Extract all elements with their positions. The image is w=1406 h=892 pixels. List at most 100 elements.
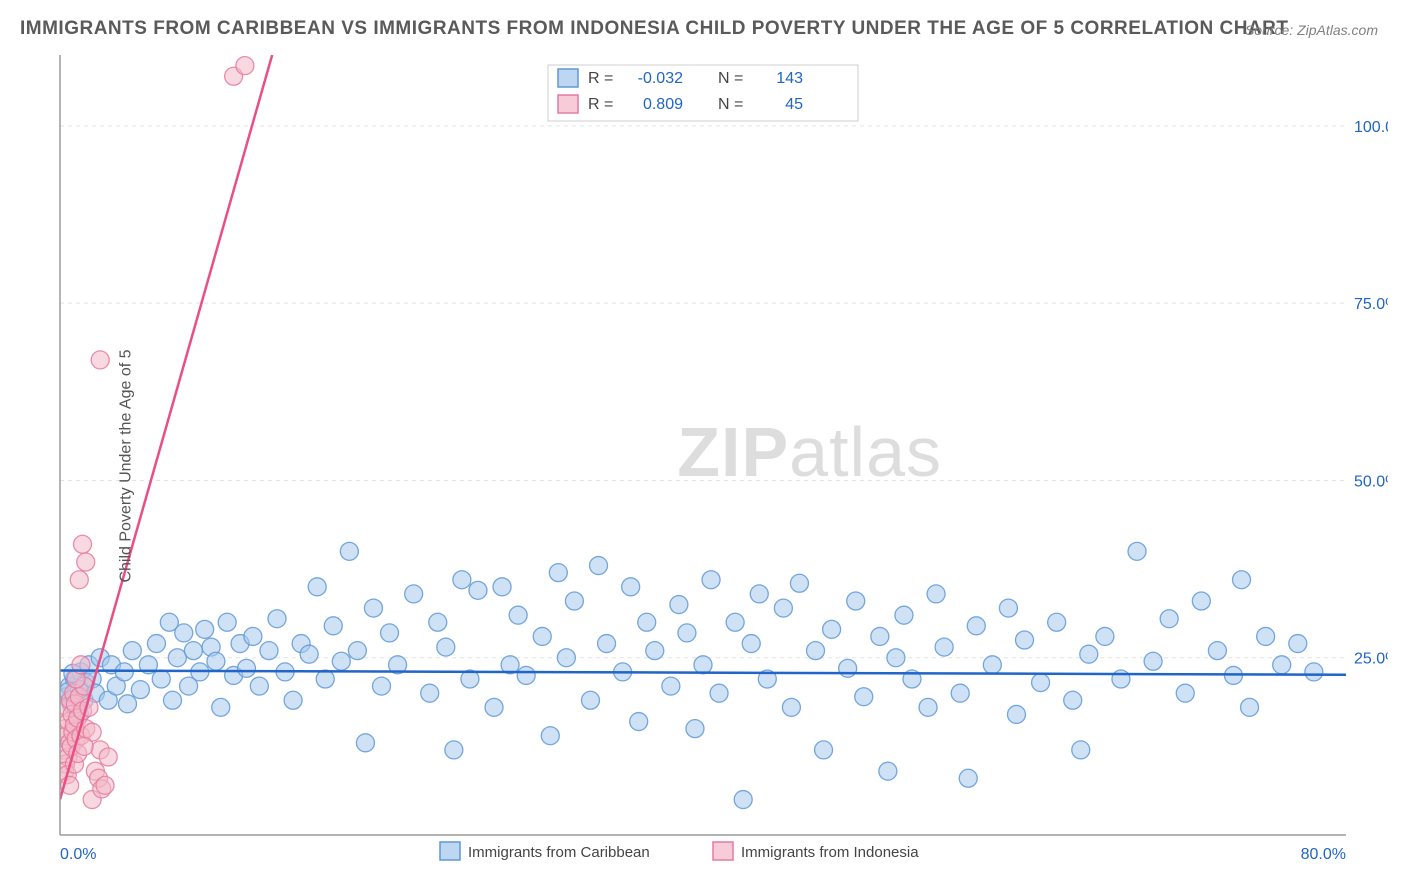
data-point-caribbean [598, 635, 616, 653]
data-point-caribbean [1160, 610, 1178, 628]
data-point-caribbean [184, 642, 202, 660]
data-point-caribbean [364, 599, 382, 617]
source-attribution: Source: ZipAtlas.com [1245, 22, 1378, 38]
data-point-caribbean [152, 670, 170, 688]
data-point-indonesia [74, 535, 92, 553]
data-point-caribbean [782, 698, 800, 716]
data-point-caribbean [348, 642, 366, 660]
data-point-caribbean [445, 741, 463, 759]
data-point-caribbean [549, 564, 567, 582]
data-point-indonesia [236, 57, 254, 75]
data-point-caribbean [581, 691, 599, 709]
data-point-indonesia [91, 351, 109, 369]
data-point-caribbean [622, 578, 640, 596]
data-point-caribbean [517, 666, 535, 684]
data-point-caribbean [207, 652, 225, 670]
data-point-caribbean [237, 659, 255, 677]
chart-container: Child Poverty Under the Age of 5 ZIPatla… [18, 55, 1388, 877]
data-point-caribbean [485, 698, 503, 716]
data-point-caribbean [212, 698, 230, 716]
data-point-caribbean [1305, 663, 1323, 681]
data-point-caribbean [935, 638, 953, 656]
data-point-caribbean [742, 635, 760, 653]
data-point-caribbean [879, 762, 897, 780]
data-point-caribbean [839, 659, 857, 677]
data-point-caribbean [790, 574, 808, 592]
data-point-caribbean [119, 695, 137, 713]
data-point-caribbean [356, 734, 374, 752]
data-point-caribbean [630, 713, 648, 731]
data-point-caribbean [437, 638, 455, 656]
data-point-caribbean [1233, 571, 1251, 589]
data-point-caribbean [308, 578, 326, 596]
data-point-caribbean [168, 649, 186, 667]
stats-r-value-indonesia: 0.809 [643, 96, 683, 113]
data-point-caribbean [1241, 698, 1259, 716]
data-point-caribbean [710, 684, 728, 702]
trendline-indonesia [60, 55, 272, 800]
source-label: Source: [1245, 22, 1293, 38]
data-point-caribbean [557, 649, 575, 667]
data-point-caribbean [268, 610, 286, 628]
data-point-caribbean [250, 677, 268, 695]
data-point-caribbean [678, 624, 696, 642]
data-point-caribbean [340, 542, 358, 560]
data-point-caribbean [1176, 684, 1194, 702]
data-point-caribbean [1289, 635, 1307, 653]
data-point-caribbean [196, 620, 214, 638]
data-point-caribbean [1072, 741, 1090, 759]
scatter-chart: ZIPatlas25.0%50.0%75.0%100.0%0.0%80.0%R … [18, 55, 1388, 877]
data-point-caribbean [927, 585, 945, 603]
data-point-caribbean [1048, 613, 1066, 631]
data-point-caribbean [919, 698, 937, 716]
data-point-caribbean [983, 656, 1001, 674]
data-point-caribbean [493, 578, 511, 596]
data-point-caribbean [1032, 674, 1050, 692]
data-point-caribbean [284, 691, 302, 709]
data-point-caribbean [887, 649, 905, 667]
data-point-indonesia [96, 776, 114, 794]
data-point-caribbean [1016, 631, 1034, 649]
stats-r-label: R = [588, 96, 613, 113]
data-point-caribbean [123, 642, 141, 660]
stats-swatch-caribbean [558, 69, 578, 87]
data-point-caribbean [590, 557, 608, 575]
data-point-caribbean [300, 645, 318, 663]
data-point-caribbean [218, 613, 236, 631]
data-point-caribbean [324, 617, 342, 635]
data-point-caribbean [175, 624, 193, 642]
legend-swatch-indonesia [713, 842, 733, 860]
data-point-indonesia [99, 748, 117, 766]
data-point-caribbean [509, 606, 527, 624]
stats-n-value-caribbean: 143 [776, 70, 803, 87]
data-point-caribbean [1257, 627, 1275, 645]
x-tick-label: 80.0% [1301, 846, 1346, 863]
stats-swatch-indonesia [558, 95, 578, 113]
data-point-caribbean [244, 627, 262, 645]
data-point-caribbean [815, 741, 833, 759]
data-point-caribbean [638, 613, 656, 631]
data-point-caribbean [1080, 645, 1098, 663]
data-point-caribbean [260, 642, 278, 660]
data-point-caribbean [469, 581, 487, 599]
data-point-caribbean [999, 599, 1017, 617]
data-point-caribbean [670, 596, 688, 614]
data-point-caribbean [662, 677, 680, 695]
data-point-caribbean [1096, 627, 1114, 645]
data-point-caribbean [847, 592, 865, 610]
data-point-caribbean [164, 691, 182, 709]
data-point-caribbean [774, 599, 792, 617]
data-point-caribbean [895, 606, 913, 624]
data-point-caribbean [967, 617, 985, 635]
data-point-caribbean [686, 720, 704, 738]
data-point-caribbean [541, 727, 559, 745]
data-point-caribbean [1128, 542, 1146, 560]
data-point-caribbean [726, 613, 744, 631]
data-point-caribbean [565, 592, 583, 610]
watermark: ZIPatlas [677, 413, 942, 491]
data-point-caribbean [750, 585, 768, 603]
data-point-caribbean [131, 681, 149, 699]
stats-r-value-caribbean: -0.032 [638, 70, 683, 87]
data-point-caribbean [373, 677, 391, 695]
data-point-caribbean [1064, 691, 1082, 709]
